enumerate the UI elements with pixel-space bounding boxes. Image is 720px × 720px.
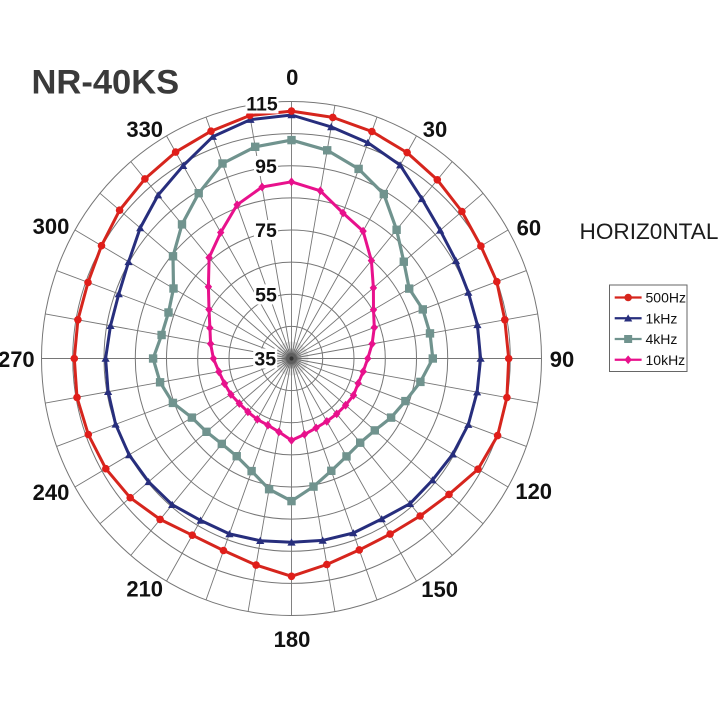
svg-text:330: 330: [126, 117, 163, 142]
svg-text:55: 55: [255, 284, 277, 306]
svg-text:500Hz: 500Hz: [646, 290, 686, 306]
svg-text:300: 300: [33, 214, 70, 239]
svg-text:30: 30: [423, 117, 447, 142]
svg-text:HORIZ0NTAL: HORIZ0NTAL: [580, 219, 719, 244]
svg-text:90: 90: [550, 347, 574, 372]
svg-text:95: 95: [255, 156, 277, 178]
svg-text:210: 210: [126, 576, 163, 601]
svg-text:60: 60: [517, 215, 541, 240]
svg-text:180: 180: [274, 627, 311, 652]
svg-text:270: 270: [0, 347, 35, 372]
svg-text:75: 75: [255, 220, 277, 242]
svg-text:35: 35: [254, 349, 276, 371]
svg-text:115: 115: [246, 94, 278, 116]
svg-text:150: 150: [421, 577, 458, 602]
svg-text:NR-40KS: NR-40KS: [32, 64, 180, 102]
svg-text:120: 120: [515, 479, 552, 504]
svg-text:240: 240: [33, 480, 70, 505]
svg-text:4kHz: 4kHz: [646, 331, 678, 347]
svg-text:1kHz: 1kHz: [646, 310, 678, 326]
svg-text:0: 0: [286, 65, 298, 90]
svg-text:10kHz: 10kHz: [646, 352, 686, 368]
